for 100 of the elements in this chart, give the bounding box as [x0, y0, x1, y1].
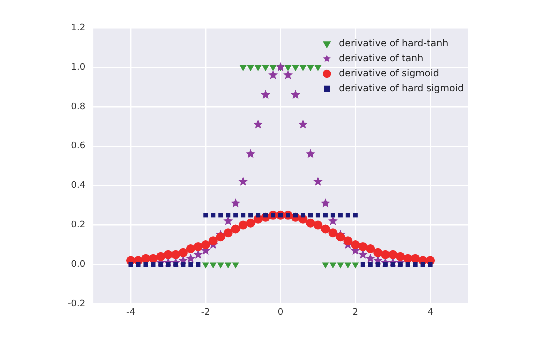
point — [247, 65, 254, 72]
point — [171, 250, 180, 260]
legend-label: derivative of hard-tanh — [339, 38, 449, 50]
point — [328, 216, 338, 226]
point — [164, 250, 173, 260]
point — [262, 65, 270, 72]
point — [204, 213, 208, 218]
point — [344, 236, 353, 246]
point — [231, 198, 241, 208]
point — [238, 176, 248, 186]
point — [231, 224, 240, 234]
point — [144, 262, 148, 268]
point — [216, 232, 226, 242]
point — [232, 262, 240, 269]
point — [151, 262, 156, 268]
point — [246, 149, 256, 158]
legend-label: derivative of hard sigmoid — [339, 83, 464, 94]
point — [246, 218, 256, 228]
legend-label: derivative of sigmoid — [339, 68, 440, 80]
point — [240, 65, 247, 72]
y-tick-label: 0.4 — [71, 181, 86, 192]
point — [360, 262, 366, 268]
point — [234, 213, 238, 218]
point — [238, 220, 248, 230]
point — [254, 120, 264, 129]
y-tick-label: 0.6 — [71, 142, 86, 152]
point — [268, 70, 278, 80]
point — [300, 65, 307, 72]
point — [322, 262, 330, 269]
x-tick-label: -4 — [126, 308, 136, 318]
point — [256, 213, 261, 218]
point — [188, 262, 194, 268]
point — [284, 70, 294, 80]
point — [284, 65, 292, 72]
point — [202, 262, 210, 269]
point — [344, 262, 352, 269]
point — [321, 224, 330, 234]
point — [196, 262, 201, 268]
point — [368, 262, 373, 268]
point — [320, 198, 330, 208]
point — [181, 262, 186, 268]
point — [366, 244, 376, 254]
point — [396, 252, 406, 262]
point — [291, 90, 301, 100]
point — [261, 90, 271, 100]
point — [224, 228, 233, 238]
y-tick-label: 1.2 — [71, 23, 86, 34]
point — [210, 262, 217, 269]
x-tick-label: -2 — [201, 308, 210, 318]
point — [292, 65, 300, 72]
point — [351, 240, 360, 250]
point — [388, 250, 398, 260]
point — [308, 213, 313, 218]
x-tick-label: 2 — [352, 308, 359, 318]
point — [337, 262, 344, 269]
legend-label: derivative of tanh — [339, 53, 424, 64]
point — [186, 254, 196, 263]
point — [353, 213, 358, 218]
point — [254, 65, 262, 72]
point — [201, 240, 210, 250]
point — [128, 262, 134, 268]
point — [381, 250, 390, 260]
point — [314, 220, 323, 230]
point — [276, 62, 286, 72]
point — [241, 213, 246, 218]
point — [420, 262, 426, 268]
point — [226, 213, 231, 218]
point — [366, 254, 376, 263]
point — [330, 213, 336, 218]
x-tick-label: 0 — [278, 308, 284, 318]
point — [428, 262, 433, 268]
point — [186, 244, 196, 254]
y-tick-label: 1.0 — [71, 62, 86, 73]
point — [217, 262, 224, 269]
point — [336, 232, 346, 242]
point — [413, 262, 418, 268]
point — [136, 262, 141, 268]
point — [306, 149, 316, 158]
point — [224, 216, 234, 226]
point — [313, 176, 323, 186]
point — [338, 213, 343, 218]
y-tick-label: 0.8 — [71, 102, 86, 112]
point — [358, 250, 368, 259]
point — [194, 242, 203, 252]
point — [346, 213, 350, 218]
x-tick-label: 4 — [428, 308, 434, 318]
point — [374, 248, 383, 258]
point — [300, 213, 306, 218]
point — [211, 213, 216, 218]
point — [358, 242, 368, 252]
point — [330, 262, 337, 269]
point — [270, 65, 277, 72]
point — [224, 262, 232, 269]
point — [156, 252, 166, 262]
point — [314, 65, 322, 72]
point — [178, 248, 188, 258]
point — [406, 262, 410, 268]
point — [218, 213, 224, 218]
point — [307, 65, 314, 72]
point — [316, 213, 320, 218]
